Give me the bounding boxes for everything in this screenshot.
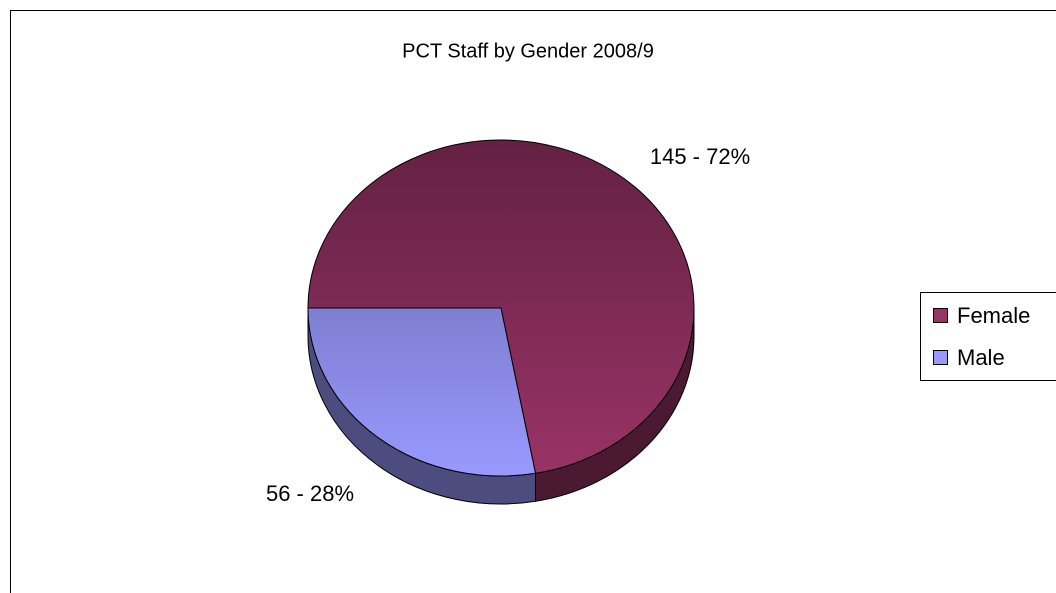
legend-swatch <box>933 350 948 365</box>
legend-swatch <box>933 308 948 323</box>
pie <box>307 139 695 505</box>
slice-shade <box>307 307 537 477</box>
data-label: 145 - 72% <box>650 144 750 169</box>
legend-box <box>920 292 1056 381</box>
data-label: 56 - 28% <box>266 481 354 506</box>
legend-label: Female <box>957 303 1030 328</box>
legend-label: Male <box>957 345 1005 370</box>
slice-shade <box>307 139 695 474</box>
chart-title: PCT Staff by Gender 2008/9 <box>402 40 654 62</box>
